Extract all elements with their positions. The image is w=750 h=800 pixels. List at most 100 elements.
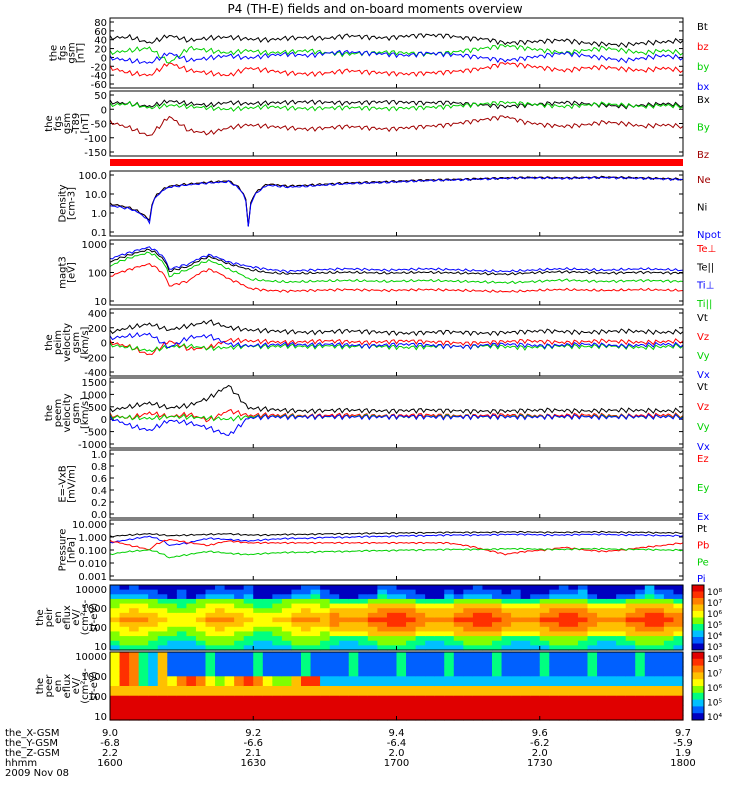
y-axis-label: en bbox=[53, 680, 64, 693]
heatmap-cell bbox=[195, 671, 207, 677]
heatmap-cell bbox=[425, 603, 436, 609]
heatmap-cell bbox=[129, 710, 140, 716]
heatmap-cell bbox=[654, 715, 665, 721]
heatmap-cell bbox=[597, 715, 608, 721]
heatmap-cell bbox=[310, 612, 321, 619]
heatmap-cell bbox=[415, 676, 426, 682]
heatmap-cell bbox=[425, 645, 436, 651]
heatmap-cell bbox=[281, 676, 293, 682]
heatmap-cell bbox=[148, 652, 159, 658]
heatmap-cell bbox=[568, 666, 579, 673]
series-line-Vx bbox=[109, 413, 684, 437]
heatmap-cell bbox=[138, 612, 149, 619]
heatmap-cell bbox=[501, 676, 512, 682]
heatmap-cell bbox=[415, 608, 426, 614]
heatmap-cell bbox=[367, 681, 378, 687]
heatmap-cell bbox=[301, 676, 312, 682]
heatmap-cell bbox=[520, 626, 531, 633]
heatmap-cell bbox=[253, 715, 264, 721]
heatmap-cell bbox=[167, 589, 178, 595]
heatmap-cell bbox=[339, 612, 350, 619]
heatmap-cell bbox=[501, 603, 512, 609]
heatmap-cell bbox=[186, 656, 197, 663]
heatmap-cell bbox=[396, 585, 407, 591]
heatmap-cell bbox=[253, 608, 264, 614]
heatmap-cell bbox=[186, 695, 197, 702]
panel-frame bbox=[109, 170, 684, 237]
heatmap-cell bbox=[119, 681, 130, 687]
heatmap-cell bbox=[167, 686, 178, 692]
heatmap-cell bbox=[463, 631, 474, 637]
heatmap-cell bbox=[606, 612, 617, 619]
heatmap-cell bbox=[301, 661, 312, 668]
y-axis-label: the bbox=[35, 678, 46, 694]
heatmap-cell bbox=[625, 695, 636, 702]
heatmap-cell bbox=[148, 645, 159, 651]
heatmap-cell bbox=[358, 676, 369, 682]
series-line-Vx bbox=[109, 331, 684, 350]
heatmap-cell bbox=[329, 715, 340, 721]
heatmap-cell bbox=[377, 622, 388, 628]
heatmap-cell bbox=[597, 686, 608, 692]
colorbar-segment bbox=[692, 692, 704, 701]
heatmap-cell bbox=[625, 656, 636, 663]
heatmap-cell bbox=[625, 676, 636, 682]
heatmap-cell bbox=[234, 612, 245, 619]
heatmap-cell bbox=[176, 705, 187, 711]
heatmap-cell bbox=[492, 666, 503, 673]
heatmap-cell bbox=[425, 695, 436, 702]
heatmap-cell bbox=[339, 585, 350, 591]
heatmap-cell bbox=[587, 656, 598, 663]
heatmap-cell bbox=[654, 589, 665, 595]
heatmap-cell bbox=[320, 608, 331, 614]
heatmap-cell bbox=[195, 608, 207, 614]
heatmap-cell bbox=[568, 626, 579, 633]
heatmap-cell bbox=[492, 636, 503, 642]
heatmap-cell bbox=[577, 612, 589, 619]
heatmap-cell bbox=[577, 585, 589, 591]
heatmap-cell bbox=[597, 652, 608, 658]
heatmap-cell bbox=[253, 626, 264, 633]
heatmap-cell bbox=[138, 695, 149, 702]
heatmap-cell bbox=[110, 715, 121, 721]
date-label: 2009 Nov 08 bbox=[5, 768, 69, 779]
heatmap-cell bbox=[654, 690, 665, 697]
heatmap-cell bbox=[195, 631, 207, 637]
heatmap-cell bbox=[492, 585, 503, 591]
heatmap-cell bbox=[110, 690, 121, 697]
heatmap-cell bbox=[444, 690, 455, 697]
heatmap-cell bbox=[444, 705, 455, 711]
heatmap-cell bbox=[444, 700, 455, 707]
heatmap-cell bbox=[434, 589, 445, 595]
y-axis-label: velocity bbox=[62, 393, 73, 432]
heatmap-cell bbox=[234, 585, 245, 591]
heatmap-cell bbox=[195, 589, 207, 595]
heatmap-cell bbox=[176, 640, 187, 646]
heatmap-cell bbox=[654, 608, 665, 614]
heatmap-cell bbox=[167, 585, 178, 591]
heatmap-cell bbox=[301, 652, 312, 658]
heatmap-cell bbox=[568, 661, 579, 668]
heatmap-cell bbox=[606, 636, 617, 642]
heatmap-cell bbox=[281, 608, 293, 614]
heatmap-cell bbox=[673, 676, 684, 682]
heatmap-cell bbox=[348, 598, 359, 605]
panel-frame bbox=[109, 449, 684, 519]
heatmap-cell bbox=[444, 636, 455, 642]
heatmap-cell bbox=[157, 585, 168, 591]
heatmap-cell bbox=[186, 636, 197, 642]
heatmap-cell bbox=[301, 645, 312, 651]
colorbar-segment bbox=[692, 665, 704, 673]
heatmap-cell bbox=[568, 645, 579, 651]
heatmap-cell bbox=[329, 690, 340, 697]
series-label: Ne bbox=[697, 175, 711, 186]
heatmap-cell bbox=[291, 715, 302, 721]
heatmap-cell bbox=[406, 710, 417, 716]
heatmap-cell bbox=[673, 710, 684, 716]
heatmap-cell bbox=[367, 612, 378, 619]
heatmap-cell bbox=[625, 598, 636, 605]
heatmap-cell bbox=[396, 686, 407, 692]
heatmap-cell bbox=[530, 676, 541, 682]
heatmap-cell bbox=[425, 652, 436, 658]
